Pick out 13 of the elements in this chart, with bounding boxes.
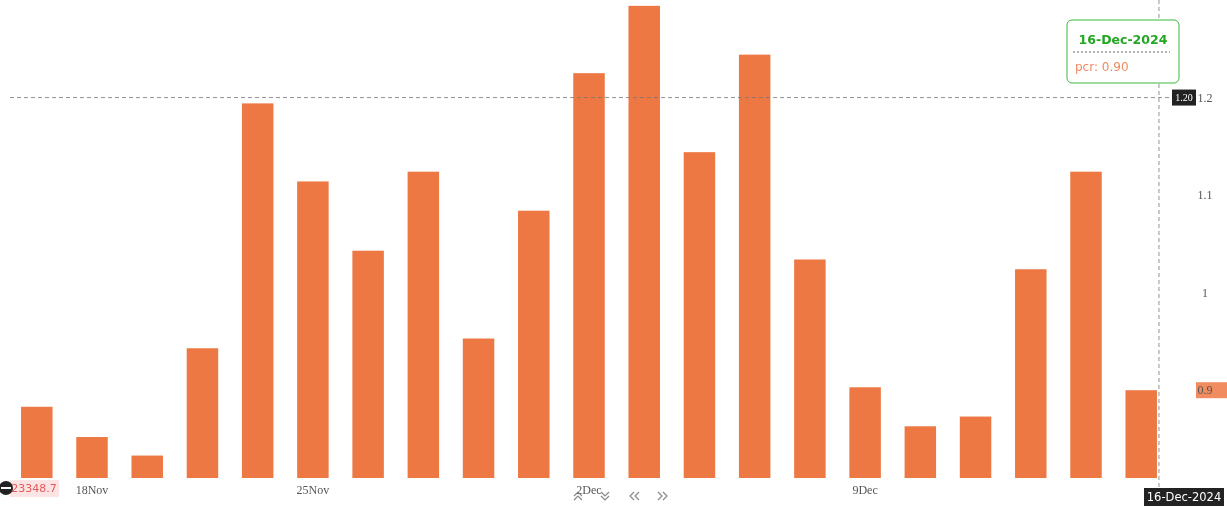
y-tick-label: 0.9 (1197, 383, 1213, 398)
x-tick-label: 25Nov (296, 483, 330, 497)
ref-line-label: 1.20 (1175, 92, 1193, 104)
text: 23348.7 (11, 481, 57, 495)
x-tick-label: 18Nov (75, 483, 109, 497)
text: 16-Dec-2024 (1146, 490, 1222, 505)
annotation: pcr: 0.90 (1075, 60, 1129, 74)
x-tick-label: 2Dec (576, 483, 602, 497)
annotation: 16-Dec-2024 (1078, 32, 1168, 47)
y-tick-label: 1.1 (1197, 188, 1213, 203)
y-tick-label: 1.2 (1197, 90, 1213, 105)
y-tick-label: 1 (1202, 285, 1208, 300)
x-tick-label: 9Dec (852, 483, 878, 497)
